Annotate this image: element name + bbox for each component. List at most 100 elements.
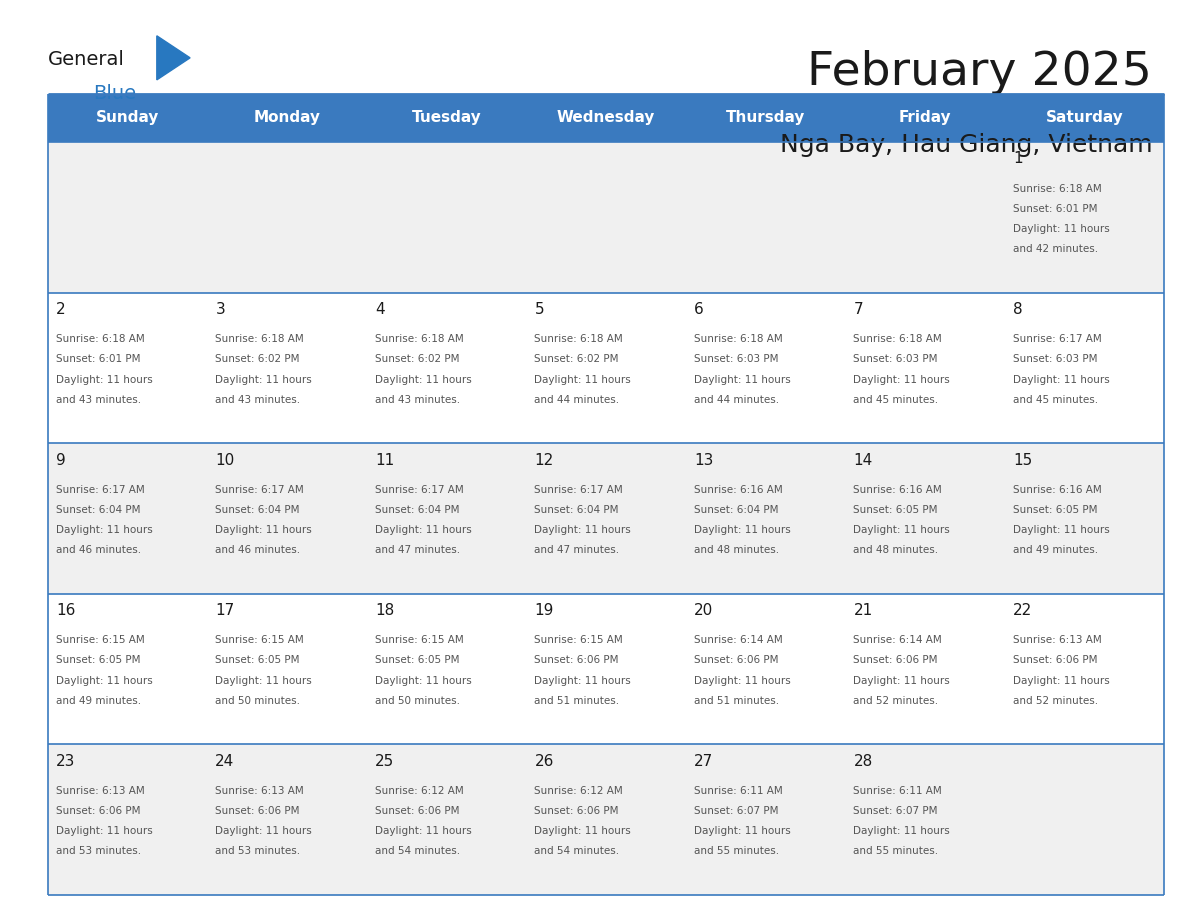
Text: Sunset: 6:04 PM: Sunset: 6:04 PM — [56, 505, 140, 515]
Text: Daylight: 11 hours: Daylight: 11 hours — [694, 525, 791, 535]
Bar — [685, 293, 845, 443]
Bar — [845, 142, 1005, 293]
Text: Sunset: 6:02 PM: Sunset: 6:02 PM — [375, 354, 460, 364]
Text: Nga Bay, Hau Giang, Vietnam: Nga Bay, Hau Giang, Vietnam — [779, 133, 1152, 157]
Text: General: General — [48, 50, 125, 69]
Bar — [845, 594, 1005, 744]
Text: Sunrise: 6:18 AM: Sunrise: 6:18 AM — [215, 334, 304, 344]
Bar — [48, 594, 207, 744]
Text: Sunset: 6:02 PM: Sunset: 6:02 PM — [535, 354, 619, 364]
Text: Sunset: 6:01 PM: Sunset: 6:01 PM — [56, 354, 140, 364]
Text: Sunrise: 6:12 AM: Sunrise: 6:12 AM — [535, 786, 624, 796]
Text: 7: 7 — [853, 302, 864, 317]
Bar — [845, 293, 1005, 443]
Text: Sunset: 6:05 PM: Sunset: 6:05 PM — [1013, 505, 1098, 515]
Text: and 54 minutes.: and 54 minutes. — [375, 846, 460, 856]
Text: and 55 minutes.: and 55 minutes. — [694, 846, 779, 856]
Text: Daylight: 11 hours: Daylight: 11 hours — [215, 525, 312, 535]
Text: Sunrise: 6:13 AM: Sunrise: 6:13 AM — [215, 786, 304, 796]
Text: Daylight: 11 hours: Daylight: 11 hours — [375, 525, 472, 535]
Text: 18: 18 — [375, 603, 394, 618]
Text: Tuesday: Tuesday — [411, 110, 481, 126]
Text: Daylight: 11 hours: Daylight: 11 hours — [694, 375, 791, 385]
Text: 2: 2 — [56, 302, 65, 317]
Text: and 51 minutes.: and 51 minutes. — [535, 696, 620, 706]
Text: and 47 minutes.: and 47 minutes. — [535, 545, 620, 555]
Bar — [367, 293, 526, 443]
Text: 27: 27 — [694, 754, 713, 768]
Text: Daylight: 11 hours: Daylight: 11 hours — [375, 676, 472, 686]
Text: Sunset: 6:03 PM: Sunset: 6:03 PM — [1013, 354, 1098, 364]
Text: Sunset: 6:04 PM: Sunset: 6:04 PM — [694, 505, 778, 515]
Text: and 44 minutes.: and 44 minutes. — [535, 395, 620, 405]
Text: and 43 minutes.: and 43 minutes. — [375, 395, 460, 405]
Text: Sunset: 6:05 PM: Sunset: 6:05 PM — [56, 655, 140, 666]
Text: Sunrise: 6:13 AM: Sunrise: 6:13 AM — [1013, 635, 1101, 645]
Text: Sunset: 6:06 PM: Sunset: 6:06 PM — [1013, 655, 1098, 666]
Text: Daylight: 11 hours: Daylight: 11 hours — [853, 375, 950, 385]
Text: Sunrise: 6:14 AM: Sunrise: 6:14 AM — [853, 635, 942, 645]
Bar — [685, 443, 845, 594]
Text: Sunset: 6:06 PM: Sunset: 6:06 PM — [694, 655, 778, 666]
Text: Sunrise: 6:15 AM: Sunrise: 6:15 AM — [215, 635, 304, 645]
Text: Daylight: 11 hours: Daylight: 11 hours — [535, 826, 631, 836]
Text: Daylight: 11 hours: Daylight: 11 hours — [853, 826, 950, 836]
Bar — [685, 142, 845, 293]
Text: Daylight: 11 hours: Daylight: 11 hours — [215, 676, 312, 686]
Text: and 53 minutes.: and 53 minutes. — [215, 846, 301, 856]
Text: Daylight: 11 hours: Daylight: 11 hours — [375, 375, 472, 385]
Text: Sunset: 6:05 PM: Sunset: 6:05 PM — [375, 655, 460, 666]
Text: Daylight: 11 hours: Daylight: 11 hours — [694, 826, 791, 836]
Bar — [845, 744, 1005, 895]
Bar — [48, 443, 207, 594]
Bar — [207, 142, 367, 293]
Text: and 49 minutes.: and 49 minutes. — [1013, 545, 1098, 555]
Text: Sunrise: 6:14 AM: Sunrise: 6:14 AM — [694, 635, 783, 645]
Text: Sunset: 6:07 PM: Sunset: 6:07 PM — [694, 806, 778, 816]
Text: Daylight: 11 hours: Daylight: 11 hours — [535, 525, 631, 535]
Text: Daylight: 11 hours: Daylight: 11 hours — [694, 676, 791, 686]
Bar — [367, 744, 526, 895]
Text: Sunset: 6:05 PM: Sunset: 6:05 PM — [215, 655, 299, 666]
Text: Sunrise: 6:15 AM: Sunrise: 6:15 AM — [535, 635, 624, 645]
Text: Sunrise: 6:18 AM: Sunrise: 6:18 AM — [1013, 184, 1101, 194]
Text: Sunset: 6:04 PM: Sunset: 6:04 PM — [375, 505, 460, 515]
Text: 11: 11 — [375, 453, 394, 467]
Text: and 44 minutes.: and 44 minutes. — [694, 395, 779, 405]
Text: and 43 minutes.: and 43 minutes. — [215, 395, 301, 405]
Bar — [1005, 443, 1164, 594]
Text: 12: 12 — [535, 453, 554, 467]
Text: 3: 3 — [215, 302, 225, 317]
Bar — [526, 293, 685, 443]
Text: Blue: Blue — [93, 84, 135, 103]
Text: 6: 6 — [694, 302, 703, 317]
Text: Daylight: 11 hours: Daylight: 11 hours — [56, 676, 152, 686]
Text: Sunrise: 6:15 AM: Sunrise: 6:15 AM — [375, 635, 463, 645]
Text: and 46 minutes.: and 46 minutes. — [56, 545, 141, 555]
Text: Sunset: 6:06 PM: Sunset: 6:06 PM — [215, 806, 299, 816]
Bar — [526, 594, 685, 744]
Bar — [207, 443, 367, 594]
Text: and 47 minutes.: and 47 minutes. — [375, 545, 460, 555]
Text: and 50 minutes.: and 50 minutes. — [375, 696, 460, 706]
Text: Daylight: 11 hours: Daylight: 11 hours — [215, 375, 312, 385]
Text: Saturday: Saturday — [1045, 110, 1124, 126]
Text: Daylight: 11 hours: Daylight: 11 hours — [1013, 375, 1110, 385]
Text: Thursday: Thursday — [726, 110, 805, 126]
Text: February 2025: February 2025 — [808, 50, 1152, 95]
Text: Sunset: 6:01 PM: Sunset: 6:01 PM — [1013, 204, 1098, 214]
Text: 4: 4 — [375, 302, 385, 317]
Bar — [685, 594, 845, 744]
Text: Sunrise: 6:17 AM: Sunrise: 6:17 AM — [215, 485, 304, 495]
Text: and 46 minutes.: and 46 minutes. — [215, 545, 301, 555]
Text: 23: 23 — [56, 754, 75, 768]
Bar — [207, 594, 367, 744]
Text: and 45 minutes.: and 45 minutes. — [853, 395, 939, 405]
Text: Daylight: 11 hours: Daylight: 11 hours — [535, 676, 631, 686]
Bar — [367, 443, 526, 594]
Text: and 53 minutes.: and 53 minutes. — [56, 846, 141, 856]
Text: 13: 13 — [694, 453, 713, 467]
Text: 24: 24 — [215, 754, 234, 768]
Text: 25: 25 — [375, 754, 394, 768]
Text: Sunset: 6:06 PM: Sunset: 6:06 PM — [56, 806, 140, 816]
